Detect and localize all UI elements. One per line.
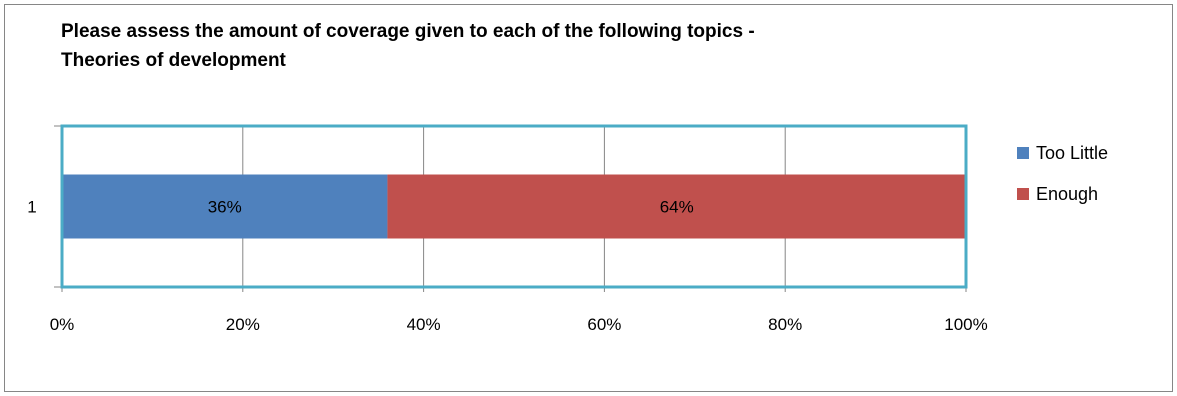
- x-tick-label: 0%: [50, 315, 75, 334]
- legend-label: Enough: [1036, 184, 1098, 204]
- x-tick-label: 40%: [407, 315, 441, 334]
- x-tick-label: 60%: [587, 315, 621, 334]
- legend-swatch-enough: [1017, 188, 1029, 200]
- data-label: 36%: [208, 198, 242, 217]
- data-labels: 36% 64%: [208, 198, 694, 217]
- y-tick-label: 1: [27, 198, 36, 217]
- bars: [62, 174, 966, 239]
- x-tick-label: 20%: [226, 315, 260, 334]
- axes: 0% 20% 40% 60% 80% 100% 1: [27, 124, 988, 334]
- chart-title-line-2: Theories of development: [61, 50, 286, 71]
- x-tick-label: 80%: [768, 315, 802, 334]
- legend-swatch-too-little: [1017, 147, 1029, 159]
- x-tick-label: 100%: [944, 315, 987, 334]
- bar-enough: [387, 174, 966, 239]
- chart-title: Please assess the amount of coverage giv…: [61, 17, 961, 75]
- chart-title-line-1: Please assess the amount of coverage giv…: [61, 21, 755, 42]
- data-label: 64%: [660, 198, 694, 217]
- plot-border: [60, 124, 968, 289]
- legend-label: Too Little: [1036, 143, 1108, 163]
- legend: Too Little Enough: [1017, 143, 1108, 204]
- bar-too-little: [62, 174, 388, 239]
